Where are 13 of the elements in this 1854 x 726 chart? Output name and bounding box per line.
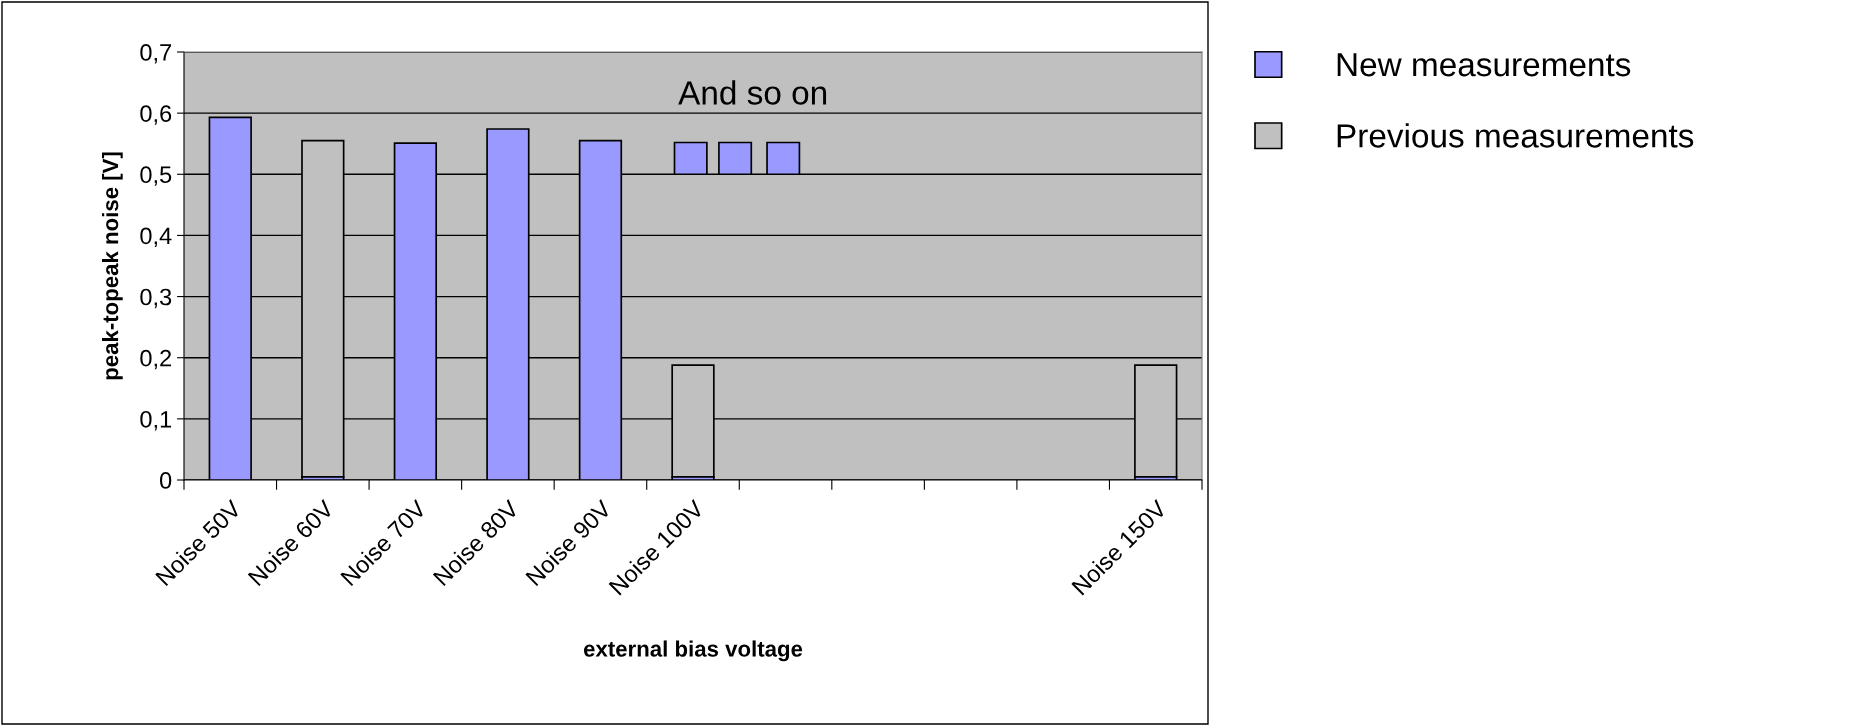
annotation: And so on (678, 80, 827, 105)
y-tick-label: 0,3 (140, 288, 172, 309)
y-tick-label: 0,4 (140, 227, 172, 248)
y-axis-title: peak-topeak noise [V] (101, 152, 123, 380)
y-tick-label: 0,5 (140, 166, 172, 186)
y-tick-label: 0,1 (140, 410, 172, 431)
legend-label: Previous measurements (1337, 123, 1694, 148)
y-tick-label: 0 (159, 472, 172, 489)
y-tick-label: 0,7 (140, 44, 172, 64)
x-axis-title: external bias voltage (583, 640, 803, 662)
y-tick-label: 0,2 (140, 349, 172, 370)
legend-label: New measurements (1337, 53, 1631, 77)
y-tick-label: 0,6 (140, 105, 172, 125)
